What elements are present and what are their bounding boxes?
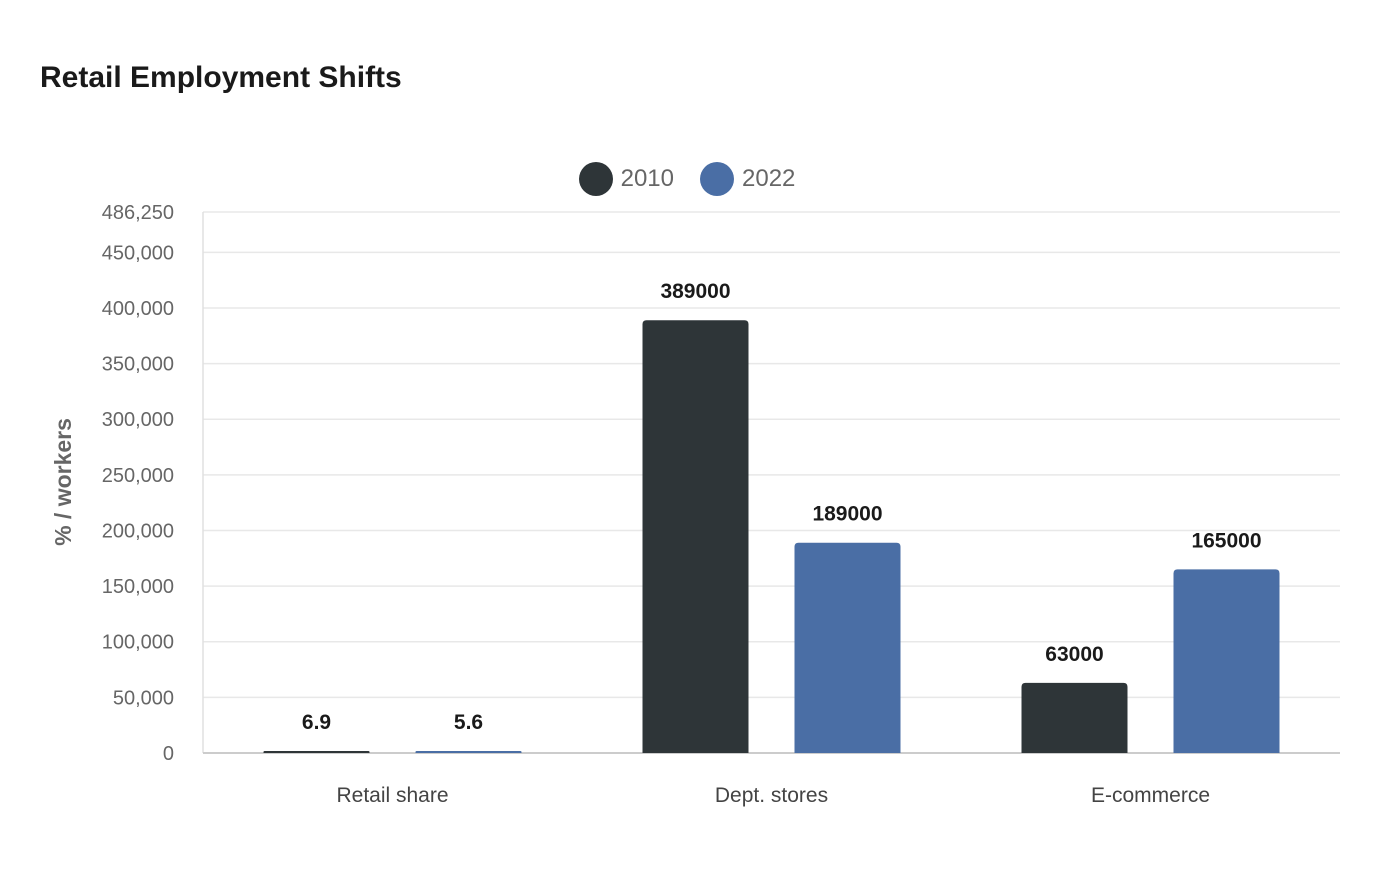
bar-2022-2[interactable] (1173, 569, 1280, 753)
data-label: 6.9 (302, 711, 331, 734)
data-label: 63000 (1045, 643, 1103, 666)
y-tick-label: 200,000 (102, 520, 174, 542)
y-tick-label: 50,000 (113, 687, 174, 709)
x-tick-label: Dept. stores (715, 784, 828, 807)
bar-2022-0[interactable] (415, 751, 522, 753)
y-tick-label: 486,250 (102, 202, 174, 224)
data-label: 5.6 (454, 711, 483, 734)
data-labels: 6.9 5.6 389000 189000 63000 165000 (302, 280, 1262, 734)
bar-2010-0[interactable] (263, 751, 370, 753)
data-label: 189000 (812, 503, 882, 526)
axes: 0 50,000 100,000 150,000 200,000 250,000 300,0… (102, 202, 1340, 807)
bar-2022-1[interactable] (794, 542, 901, 753)
x-tick-label: E-commerce (1091, 784, 1210, 807)
legend-item-2022[interactable]: 2022 (700, 162, 795, 196)
chart-title: Retail Employment Shifts (40, 61, 402, 94)
legend-label-2010: 2010 (620, 165, 674, 192)
y-tick-label: 400,000 (102, 298, 174, 320)
data-label: 165000 (1191, 529, 1261, 552)
legend-swatch-2010 (578, 162, 613, 196)
legend-label-2022: 2022 (742, 165, 796, 192)
y-tick-label: 450,000 (102, 242, 174, 264)
chart-legend: 2010 2022 (0, 162, 1374, 196)
y-tick-label: 350,000 (102, 354, 174, 376)
y-tick-label: 150,000 (102, 576, 174, 598)
bars (263, 320, 1280, 753)
y-tick-label: 0 (163, 743, 174, 765)
grid-lines (203, 211, 1340, 699)
y-tick-label: 100,000 (102, 632, 174, 654)
y-tick-label: 300,000 (102, 409, 174, 431)
bar-2010-2[interactable] (1021, 682, 1128, 753)
y-tick-label: 250,000 (102, 465, 174, 487)
data-label: 389000 (660, 280, 730, 303)
y-axis-title: % / workers (50, 418, 76, 546)
x-tick-label: Retail share (336, 784, 448, 807)
bar-2010-1[interactable] (642, 320, 749, 753)
legend-swatch-2022 (700, 162, 734, 196)
legend-item-2010[interactable]: 2010 (578, 162, 674, 196)
